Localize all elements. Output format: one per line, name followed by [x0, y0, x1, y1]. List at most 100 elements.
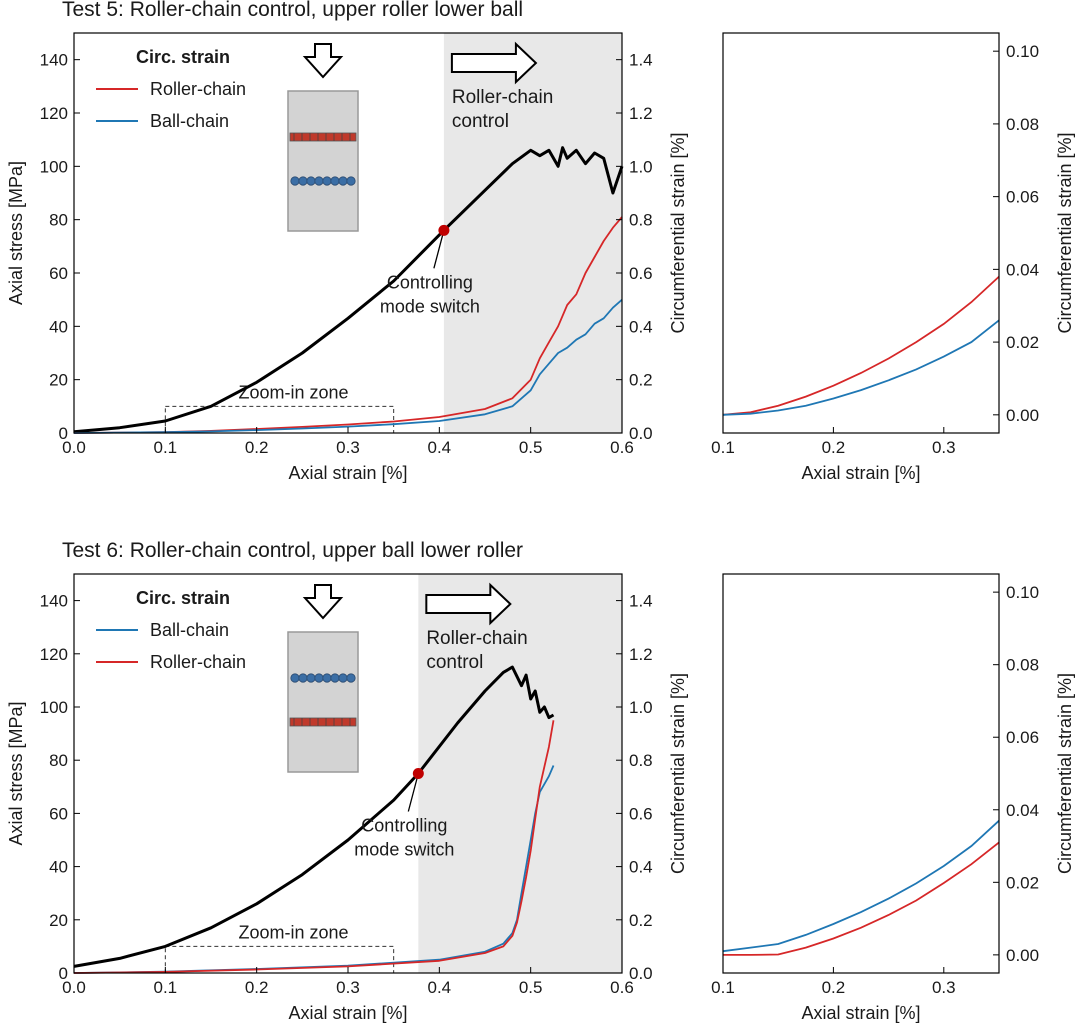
y-tick-label: 60 — [49, 804, 68, 823]
zoom-x-axis-label: Axial strain [%] — [801, 1003, 920, 1023]
ball-chain-bead — [346, 673, 356, 683]
y-tick-label: 0 — [59, 964, 68, 983]
control-label-2: control — [426, 652, 483, 673]
switch-point-label-2: mode switch — [354, 840, 454, 860]
y2-tick-label: 0.0 — [629, 424, 653, 443]
y2-tick-label: 1.2 — [629, 104, 653, 123]
legend-title: Circ. strain — [136, 588, 230, 608]
zoom-zone-label: Zoom-in zone — [238, 382, 348, 402]
zoom-y2-tick-label: 0.08 — [1006, 656, 1039, 675]
zoom-y2-axis-label: Circumferential strain [%] — [1055, 673, 1075, 874]
zoom-y2-tick-label: 0.06 — [1006, 728, 1039, 747]
y2-tick-label: 0.4 — [629, 858, 653, 877]
control-region-shade — [443, 33, 622, 433]
roller-chain-band — [289, 132, 357, 142]
x-tick-label: 0.2 — [245, 438, 269, 457]
switch-point-label-1: Controlling — [387, 272, 473, 292]
x-tick-label: 0.4 — [428, 978, 452, 997]
ball-chain-bead — [314, 673, 324, 683]
y2-axis-label: Circumferential strain [%] — [668, 132, 688, 333]
chart-title: Test 5: Roller-chain control, upper roll… — [62, 0, 523, 21]
x-tick-label: 0.1 — [154, 438, 178, 457]
y2-tick-label: 1.0 — [629, 157, 653, 176]
x-tick-label: 0.4 — [428, 438, 452, 457]
zoom-y2-tick-label: 0.10 — [1006, 583, 1039, 602]
y2-tick-label: 1.0 — [629, 698, 653, 717]
y-tick-label: 40 — [49, 858, 68, 877]
x-tick-label: 0.6 — [610, 438, 634, 457]
zoom-zone-label: Zoom-in zone — [238, 922, 348, 942]
panel-test5: Zoom-in zone Controlling mode switch Roller… — [6, 0, 688, 483]
switch-point-marker — [438, 224, 450, 236]
legend-title: Circ. strain — [136, 47, 230, 67]
legend-label: Ball-chain — [150, 620, 229, 640]
control-direction-arrow — [425, 582, 512, 626]
zoom-series-line-roller-chain — [723, 841, 1000, 956]
series-line-roller-chain — [73, 216, 623, 434]
chart-title: Test 6: Roller-chain control, upper ball… — [62, 539, 523, 562]
ball-chain-bead — [290, 176, 300, 186]
x-tick-label: 0.3 — [336, 438, 360, 457]
ball-chain-bead — [338, 673, 348, 683]
legend-label: Roller-chain — [150, 79, 246, 99]
control-label-2: control — [452, 111, 509, 132]
zoom-y2-tick-label: 0.00 — [1006, 946, 1039, 965]
y2-tick-label: 0.6 — [629, 804, 653, 823]
y-tick-label: 100 — [40, 698, 68, 717]
x-axis-label: Axial strain [%] — [288, 463, 407, 483]
ball-chain-bead — [298, 176, 308, 186]
y-tick-label: 80 — [49, 211, 68, 230]
y-tick-label: 40 — [49, 317, 68, 336]
roller-chain-band — [289, 717, 357, 727]
y2-tick-label: 0.2 — [629, 911, 653, 930]
zoom-x-axis-label: Axial strain [%] — [801, 463, 920, 483]
control-label-1: Roller-chain — [426, 628, 527, 649]
ball-chain-bead — [290, 673, 300, 683]
y-tick-label: 140 — [40, 592, 68, 611]
ball-chain-bead — [338, 176, 348, 186]
zoom-plot-frame — [722, 573, 1000, 974]
ball-chain-bead — [298, 673, 308, 683]
panel-test6-zoom: 0.1 0.2 0.3 0.00 0.02 0.04 0.06 0.08 0.10 Axial s… — [711, 573, 1075, 1023]
zoom-x-tick-label: 0.3 — [932, 438, 956, 457]
specimen-schematic — [287, 631, 359, 773]
y2-tick-label: 0.0 — [629, 964, 653, 983]
switch-point-label-2: mode switch — [380, 296, 480, 316]
zoom-y2-tick-label: 0.08 — [1006, 115, 1039, 134]
zoom-series-line-ball-chain — [722, 319, 1000, 416]
switch-point-leader — [433, 230, 445, 269]
y-tick-label: 120 — [40, 645, 68, 664]
zoom-x-tick-label: 0.2 — [822, 978, 846, 997]
zoom-x-tick-label: 0.1 — [711, 438, 735, 457]
zoom-series-line-ball-chain — [722, 820, 1000, 953]
y-tick-label: 120 — [40, 104, 68, 123]
zoom-y2-tick-label: 0.02 — [1006, 873, 1039, 892]
y-tick-label: 0 — [59, 424, 68, 443]
zoom-x-tick-label: 0.1 — [711, 978, 735, 997]
zoom-y2-tick-label: 0.10 — [1006, 42, 1039, 61]
load-arrow — [302, 584, 344, 620]
panel-test5-zoom: 0.1 0.2 0.3 0.00 0.02 0.04 0.06 0.08 0.10 Axial s… — [711, 32, 1075, 483]
y2-tick-label: 1.4 — [629, 51, 653, 70]
zoom-series-line-roller-chain — [722, 275, 1000, 416]
switch-point-label-1: Controlling — [361, 816, 447, 836]
ball-chain-bead — [322, 673, 332, 683]
y-tick-label: 20 — [49, 371, 68, 390]
y-tick-label: 80 — [49, 751, 68, 770]
zoom-y2-tick-label: 0.04 — [1006, 260, 1039, 279]
ball-chain-bead — [330, 176, 340, 186]
zoom-y2-tick-label: 0.02 — [1006, 333, 1039, 352]
y2-tick-label: 1.4 — [629, 592, 653, 611]
zoom-x-tick-label: 0.3 — [932, 978, 956, 997]
zoom-x-tick-label: 0.2 — [822, 438, 846, 457]
zoom-y2-tick-label: 0.00 — [1006, 406, 1039, 425]
x-tick-label: 0.1 — [154, 978, 178, 997]
x-tick-label: 0.0 — [62, 438, 86, 457]
legend-label: Ball-chain — [150, 111, 229, 131]
x-tick-label: 0.0 — [62, 978, 86, 997]
y2-tick-label: 0.6 — [629, 264, 653, 283]
x-tick-label: 0.3 — [336, 978, 360, 997]
control-direction-arrow — [450, 41, 538, 85]
load-arrow — [302, 43, 344, 79]
ball-chain-bead — [314, 176, 324, 186]
